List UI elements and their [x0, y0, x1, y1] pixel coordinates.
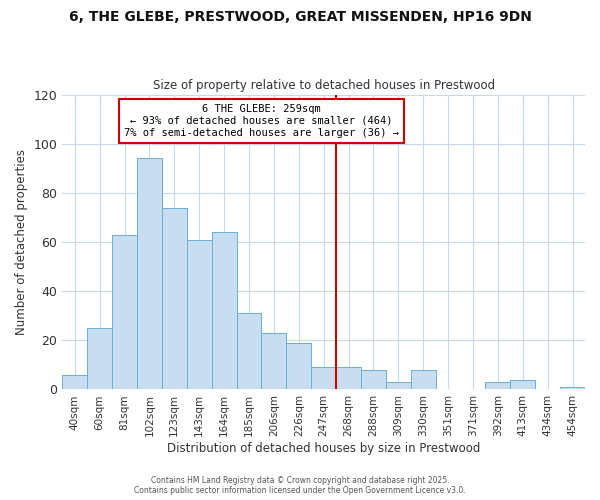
Bar: [87, 328, 112, 390]
Bar: [236, 314, 262, 390]
Bar: [62, 374, 87, 390]
Bar: [336, 368, 361, 390]
Bar: [162, 208, 187, 390]
Text: 6, THE GLEBE, PRESTWOOD, GREAT MISSENDEN, HP16 9DN: 6, THE GLEBE, PRESTWOOD, GREAT MISSENDEN…: [68, 10, 532, 24]
Title: Size of property relative to detached houses in Prestwood: Size of property relative to detached ho…: [152, 79, 495, 92]
Bar: [386, 382, 411, 390]
Y-axis label: Number of detached properties: Number of detached properties: [15, 149, 28, 335]
Bar: [112, 234, 137, 390]
Text: Contains HM Land Registry data © Crown copyright and database right 2025.
Contai: Contains HM Land Registry data © Crown c…: [134, 476, 466, 495]
X-axis label: Distribution of detached houses by size in Prestwood: Distribution of detached houses by size …: [167, 442, 481, 455]
Bar: [286, 343, 311, 390]
Bar: [485, 382, 511, 390]
Bar: [262, 333, 286, 390]
Bar: [511, 380, 535, 390]
Bar: [560, 387, 585, 390]
Text: 6 THE GLEBE: 259sqm
← 93% of detached houses are smaller (464)
7% of semi-detach: 6 THE GLEBE: 259sqm ← 93% of detached ho…: [124, 104, 399, 138]
Bar: [311, 368, 336, 390]
Bar: [137, 158, 162, 390]
Bar: [361, 370, 386, 390]
Bar: [212, 232, 236, 390]
Bar: [187, 240, 212, 390]
Bar: [411, 370, 436, 390]
